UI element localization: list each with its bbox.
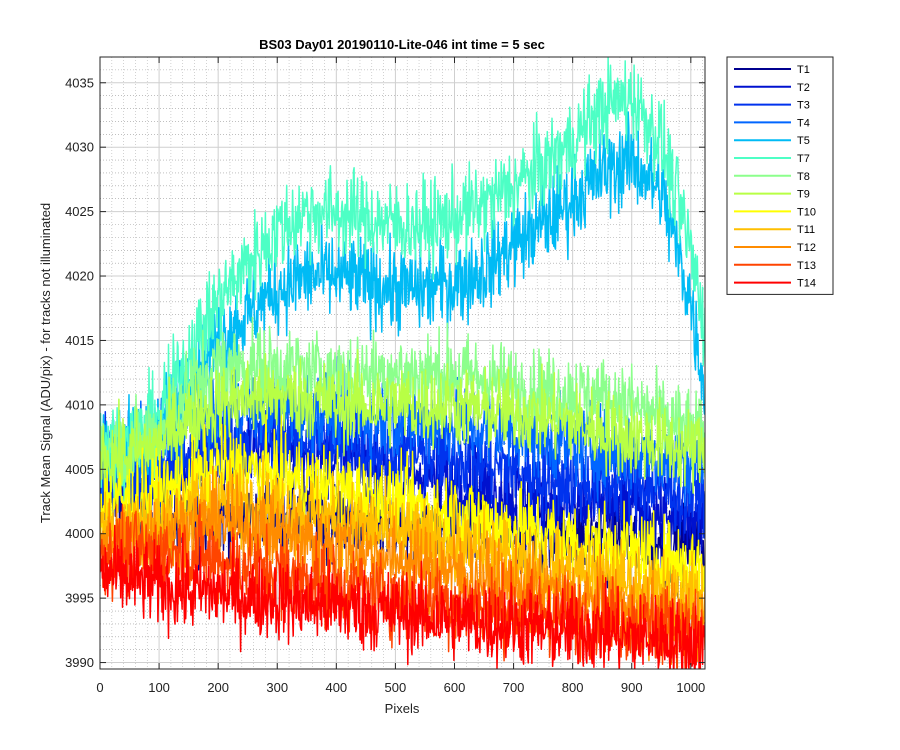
series-line-t7 [100, 57, 705, 503]
legend-label-t10: T10 [797, 206, 816, 218]
legend-label-t11: T11 [797, 224, 815, 236]
y-tick-label: 4000 [65, 526, 94, 541]
series-layer [100, 57, 705, 669]
x-tick-label: 200 [207, 680, 229, 695]
y-tick-label: 4025 [65, 204, 94, 219]
legend-label-t14: T14 [797, 278, 816, 290]
y-axis-title: Track Mean Signal (ADU/pix) - for tracks… [38, 203, 53, 523]
legend: T1 T2 T3 T4 T5 T7 T8 T9 T10 T11 T12 T13 T14 [726, 56, 834, 295]
x-tick-label: 100 [148, 680, 170, 695]
legend-label-t4: T4 [797, 117, 810, 129]
y-tick-label: 3990 [65, 655, 94, 670]
x-tick-label: 900 [621, 680, 643, 695]
y-tick-label: 4005 [65, 462, 94, 477]
x-tick-label: 600 [444, 680, 466, 695]
series-line-t14 [100, 524, 705, 669]
legend-label-t1: T1 [797, 64, 810, 76]
legend-label-t5: T5 [797, 135, 810, 147]
legend-label-t13: T13 [797, 260, 816, 272]
series-line-t11 [100, 455, 705, 642]
plot-frame [99, 56, 706, 670]
x-tick-label: 700 [503, 680, 525, 695]
x-axis-title: Pixels [385, 701, 420, 716]
y-tick-label: 4035 [65, 75, 94, 90]
series-line-t9 [100, 348, 705, 509]
chart-title: BS03 Day01 20190110-Lite-046 int time = … [259, 37, 545, 52]
y-tick-label: 4015 [65, 333, 94, 348]
legend-label-t9: T9 [797, 189, 810, 201]
y-tick-label: 4010 [65, 397, 94, 412]
x-tick-label: 300 [266, 680, 288, 695]
x-tick-label: 0 [96, 680, 103, 695]
legend-label-t8: T8 [797, 171, 810, 183]
x-tick-label: 800 [562, 680, 584, 695]
x-tick-label: 500 [385, 680, 407, 695]
y-tick-label: 3995 [65, 591, 94, 606]
legend-label-t12: T12 [797, 242, 816, 254]
x-tick-label: 1000 [676, 680, 705, 695]
y-tick-label: 4020 [65, 269, 94, 284]
legend-label-t3: T3 [797, 100, 810, 112]
y-tick-label: 4030 [65, 140, 94, 155]
axis-ticks: 0 100 200 300 400 500 600 700 800 900 1000 3990 3995… [65, 57, 705, 695]
legend-label-t7: T7 [797, 153, 810, 165]
legend-label-t2: T2 [797, 82, 810, 94]
x-tick-label: 400 [325, 680, 347, 695]
